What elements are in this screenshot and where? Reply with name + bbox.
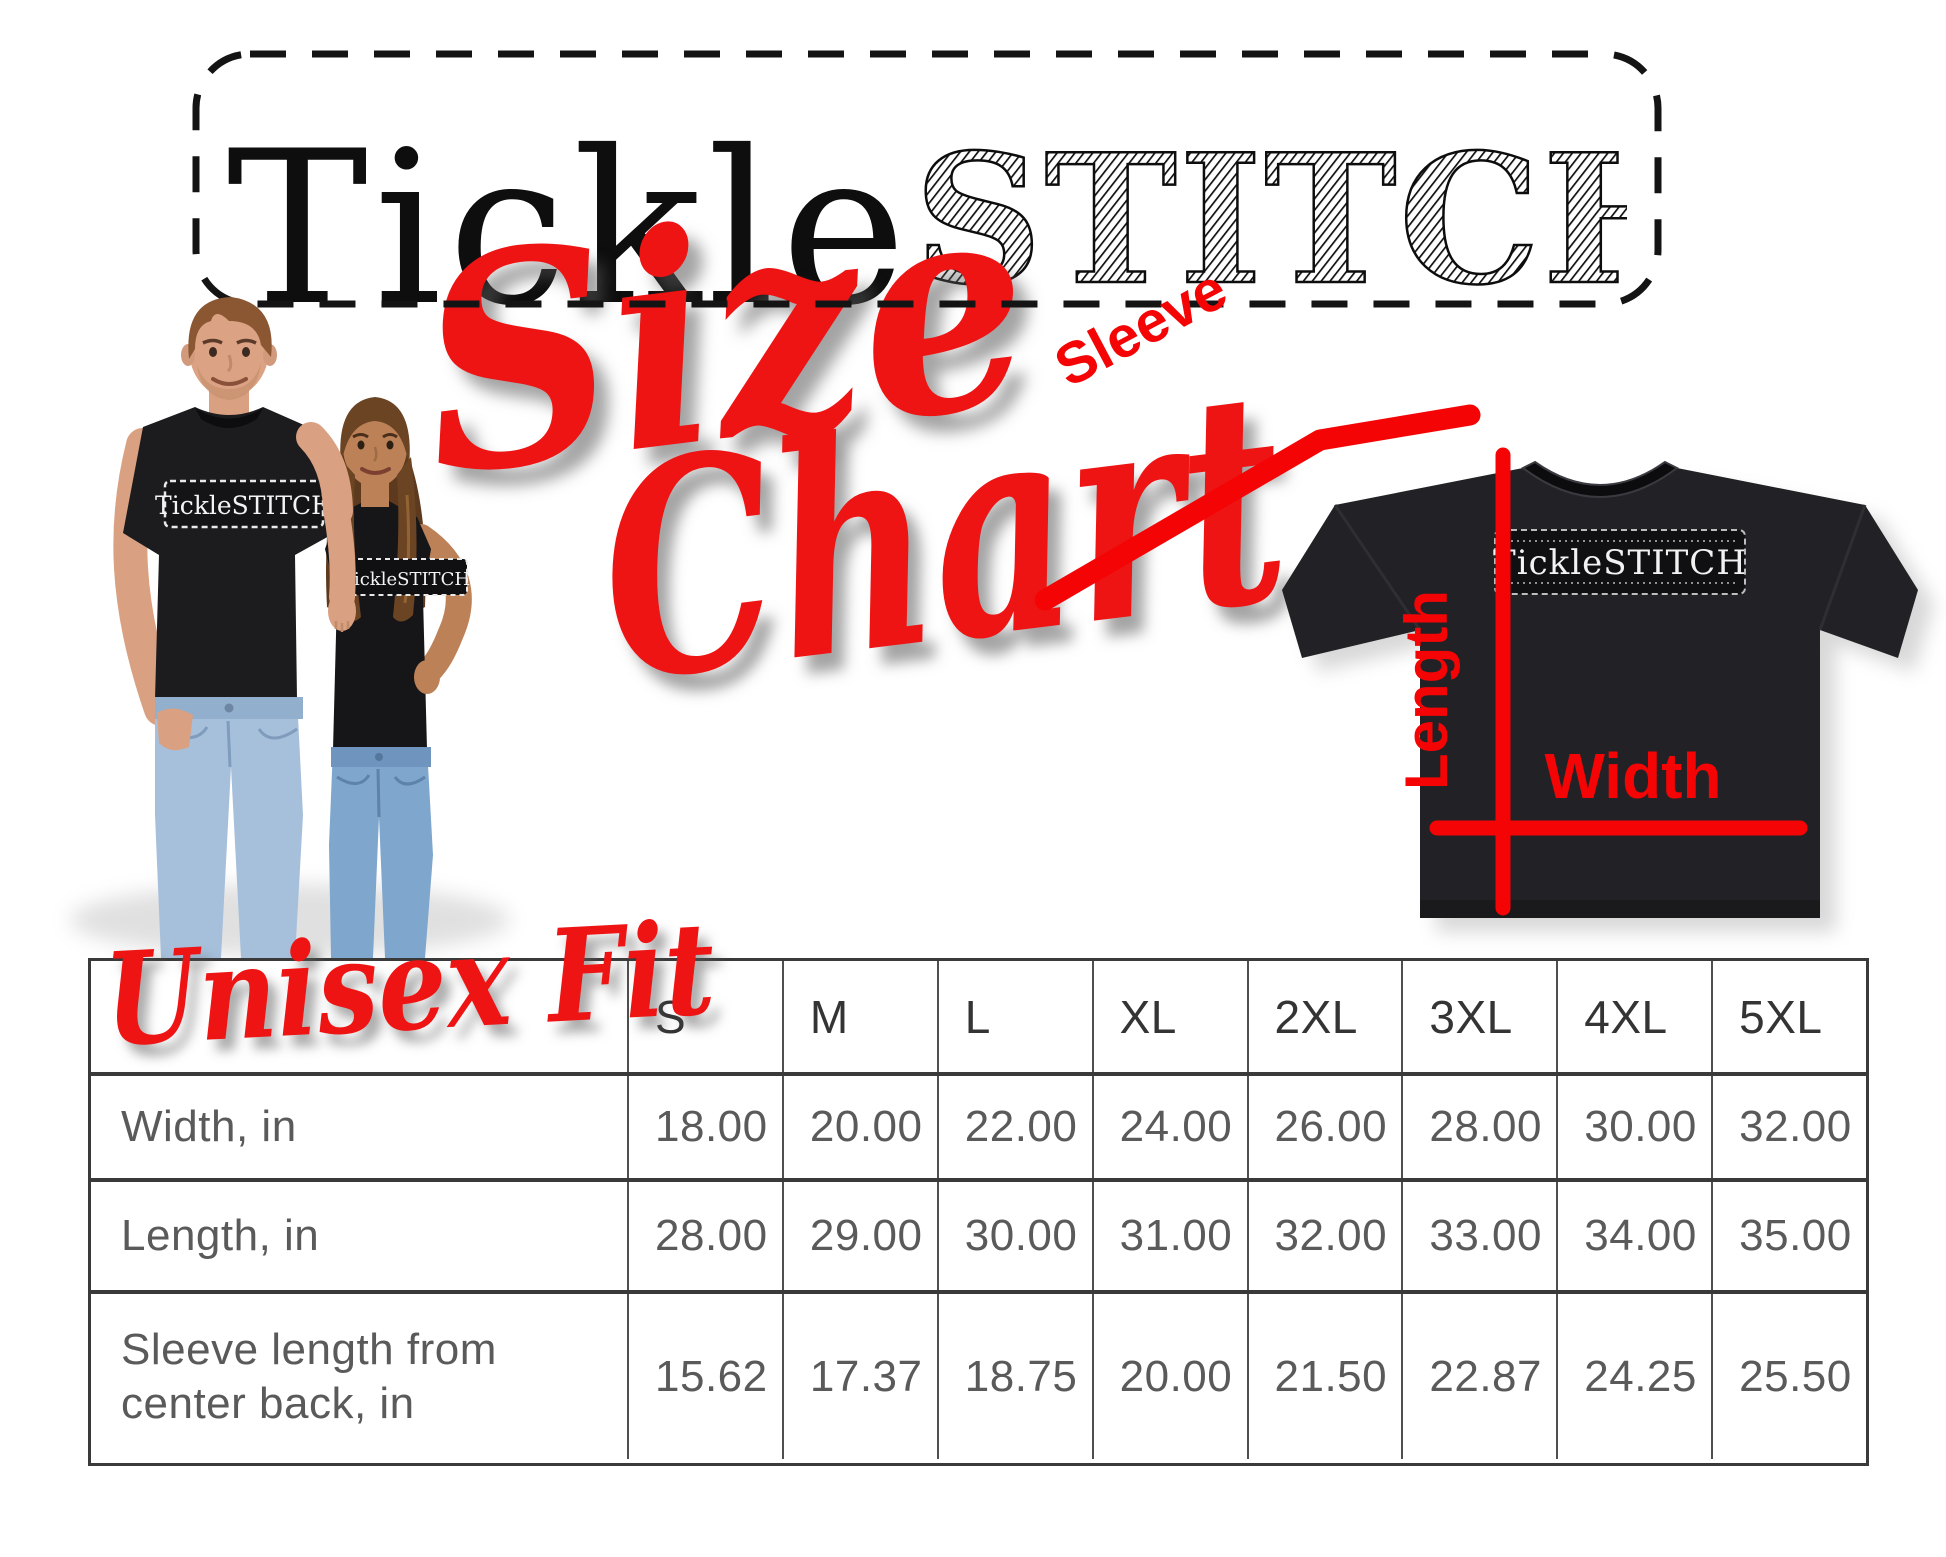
table-cell: 33.00 xyxy=(1401,1182,1556,1290)
man-eye-right xyxy=(242,347,250,357)
tshirt-collar xyxy=(1521,460,1679,498)
measurement-diagram: TickleSTITCH Sleeve Length Width xyxy=(1034,270,1934,932)
man-eye-left xyxy=(209,347,217,357)
man-collar xyxy=(195,408,263,428)
table-cell: 26.00 xyxy=(1246,1076,1402,1178)
table-cell: 15.62 xyxy=(627,1294,782,1459)
brand-logo: Tickle STITCH xyxy=(192,48,1662,335)
table-cell: 35.00 xyxy=(1711,1182,1866,1290)
table-cell: 25.50 xyxy=(1711,1294,1866,1459)
table-cell: 18.00 xyxy=(627,1076,782,1178)
woman-brow-right xyxy=(382,433,398,439)
table-cell: 34.00 xyxy=(1556,1182,1711,1290)
table-cell: 31.00 xyxy=(1091,1182,1247,1290)
woman-eye-left xyxy=(357,440,365,450)
man-stubble xyxy=(197,363,261,400)
table-cell: 32.00 xyxy=(1246,1182,1402,1290)
size-table: S M L XL 2XL 3XL 4XL 5XL Width, in 18.00… xyxy=(88,958,1869,1466)
logo-dashed-border xyxy=(192,50,1662,308)
woman-smile xyxy=(360,467,391,475)
width-label: Width xyxy=(1544,740,1721,812)
man-nose xyxy=(226,354,233,373)
man-brow-right xyxy=(236,338,257,345)
woman-jeans-pockets xyxy=(336,774,426,786)
sleeve-label: Sleeve xyxy=(1044,270,1237,400)
table-cell: 22.87 xyxy=(1401,1294,1556,1459)
woman-brow-left xyxy=(352,433,369,439)
column-header-5xl: 5XL xyxy=(1711,961,1866,1072)
table-cell: 24.25 xyxy=(1556,1294,1711,1459)
brand-logo-stitch-text: STITCH xyxy=(914,115,1627,324)
table-cell: 32.00 xyxy=(1711,1076,1866,1178)
column-header-3xl: 3XL xyxy=(1401,961,1556,1072)
row-label: Sleeve length from center back, in xyxy=(121,1324,497,1428)
unisex-fit-label: Unisex Fit xyxy=(101,894,719,1076)
table-cell: 28.00 xyxy=(627,1182,782,1290)
man-hair xyxy=(188,297,272,359)
tshirt-chest-logo-box xyxy=(1494,529,1746,595)
table-row-length: Length, in 28.00 29.00 30.00 31.00 32.00… xyxy=(91,1178,1866,1290)
woman-jeans-button xyxy=(375,753,383,761)
table-cell: 22.00 xyxy=(936,1076,1092,1178)
tshirt-seams xyxy=(1333,504,1867,631)
table-cell: 17.37 xyxy=(781,1294,937,1459)
table-cell: 30.00 xyxy=(936,1182,1092,1290)
table-cell: 30.00 xyxy=(1556,1076,1711,1178)
woman-shirt-logo-text: TickleSTITCH xyxy=(342,569,470,590)
man-brow-left xyxy=(202,338,223,345)
man-smile xyxy=(211,377,248,386)
table-cell: 24.00 xyxy=(1091,1076,1247,1178)
table-cell: 28.00 xyxy=(1401,1076,1556,1178)
table-cell: 18.75 xyxy=(936,1294,1092,1459)
tshirt-hem xyxy=(1420,900,1820,918)
woman-jeans xyxy=(329,747,433,958)
man-left-forearm xyxy=(323,496,356,610)
column-header-m: M xyxy=(781,961,937,1072)
woman-hand-on-hip xyxy=(414,660,440,694)
man-jeans-button xyxy=(224,703,234,713)
man-hand-in-pocket xyxy=(157,708,193,751)
man-jeans-fly xyxy=(226,720,232,768)
length-label: Length xyxy=(1393,590,1460,790)
man-hand-fingers xyxy=(334,621,350,632)
table-row-width: Width, in 18.00 20.00 22.00 24.00 26.00 … xyxy=(91,1072,1866,1178)
brand-logo-tickle: Tickle xyxy=(226,105,913,352)
row-label: Length, in xyxy=(121,1211,320,1261)
woman-nose xyxy=(373,446,378,462)
column-header-l: L xyxy=(936,961,1092,1072)
brand-logo-stitch-scribble: STITCH xyxy=(913,114,1627,326)
man-shirt-logo-text: TickleSTITCH xyxy=(155,491,333,520)
woman-left-arm-akimbo xyxy=(408,524,472,684)
tshirt-chest-logo-text: TickleSTITCH xyxy=(1493,543,1747,583)
sleeve-measure-line xyxy=(1034,404,1481,611)
table-cell: 21.50 xyxy=(1246,1294,1402,1459)
woman-hair-front xyxy=(340,397,410,467)
woman-eye-right xyxy=(386,440,394,450)
size-table-header-row: S M L XL 2XL 3XL 4XL 5XL xyxy=(91,961,1866,1072)
man-jeans xyxy=(155,697,303,958)
woman-jeans-fly xyxy=(376,768,381,818)
row-label: Width, in xyxy=(121,1102,297,1152)
table-cell: 20.00 xyxy=(781,1076,937,1178)
column-header-s: S xyxy=(627,961,782,1072)
man-jeans-pocket-right xyxy=(257,727,298,740)
man-draped-arm xyxy=(296,422,356,632)
column-header-2xl: 2XL xyxy=(1246,961,1402,1072)
table-row-sleeve: Sleeve length from center back, in 15.62… xyxy=(91,1290,1866,1459)
table-cell: 29.00 xyxy=(781,1182,937,1290)
model-man: TickleSTITCH xyxy=(113,297,333,958)
column-header-4xl: 4XL xyxy=(1556,961,1711,1072)
table-cell: 20.00 xyxy=(1091,1294,1247,1459)
column-header-xl: XL xyxy=(1091,961,1247,1072)
models-photo: TickleSTITCH Tick xyxy=(70,297,510,958)
